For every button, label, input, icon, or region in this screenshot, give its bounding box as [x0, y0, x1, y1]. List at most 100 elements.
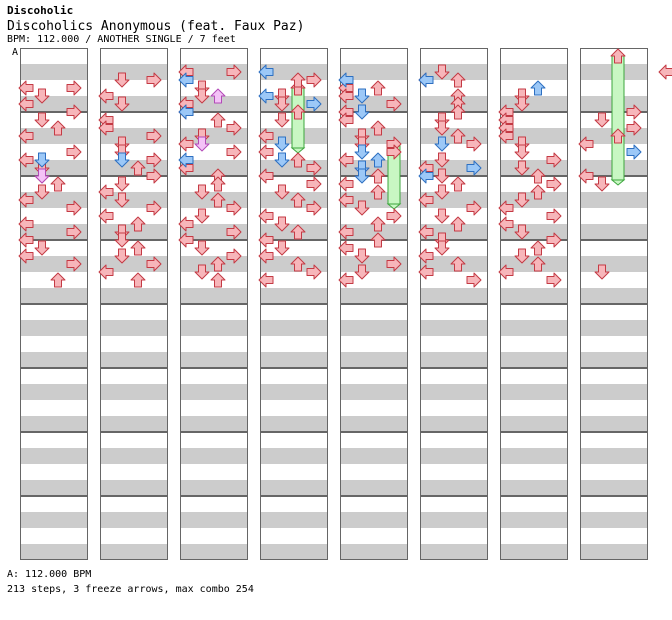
beat-stripe	[260, 480, 328, 496]
measure-border	[340, 304, 408, 368]
left-arrow-icon	[658, 64, 672, 80]
beat-stripe	[20, 416, 88, 432]
beat-stripe	[100, 448, 168, 464]
beat-stripe	[180, 384, 248, 400]
left-arrow-icon	[18, 192, 34, 208]
down-arrow-icon	[114, 232, 130, 248]
right-arrow-icon	[146, 72, 162, 88]
measure-panel	[500, 432, 568, 496]
beat-stripe	[500, 512, 568, 528]
measure-border	[100, 48, 168, 112]
left-arrow-icon	[338, 224, 354, 240]
beat-stripe	[180, 160, 248, 176]
right-arrow-icon	[66, 256, 82, 272]
beat-stripe	[100, 224, 168, 240]
up-arrow-icon	[210, 176, 226, 192]
measure-border	[180, 368, 248, 432]
right-arrow-icon	[466, 200, 482, 216]
beat-stripe	[100, 544, 168, 560]
down-arrow-icon	[274, 216, 290, 232]
right-arrow-icon	[226, 200, 242, 216]
down-arrow-icon	[274, 240, 290, 256]
beat-stripe	[20, 480, 88, 496]
beat-stripe	[100, 480, 168, 496]
right-arrow-icon	[66, 104, 82, 120]
beat-stripe	[20, 320, 88, 336]
down-arrow-icon	[274, 96, 290, 112]
down-arrow-icon	[434, 64, 450, 80]
measure-border	[180, 432, 248, 496]
beat-stripe	[100, 320, 168, 336]
measure-panel	[340, 496, 408, 560]
right-arrow-icon	[226, 64, 242, 80]
down-arrow-icon	[434, 136, 450, 152]
measure-border	[340, 368, 408, 432]
beat-stripe	[180, 96, 248, 112]
left-arrow-icon	[178, 104, 194, 120]
down-arrow-icon	[434, 168, 450, 184]
beat-stripe	[420, 352, 488, 368]
measure-border	[20, 432, 88, 496]
beat-stripe	[100, 288, 168, 304]
down-arrow-icon	[274, 112, 290, 128]
left-arrow-icon	[98, 88, 114, 104]
down-arrow-icon	[194, 88, 210, 104]
measure-border	[580, 368, 648, 432]
measure-border	[100, 112, 168, 176]
up-arrow-icon	[530, 240, 546, 256]
left-arrow-icon	[338, 72, 354, 88]
right-arrow-icon	[306, 264, 322, 280]
down-arrow-icon	[434, 208, 450, 224]
beat-stripe	[580, 544, 648, 560]
right-arrow-icon	[66, 224, 82, 240]
measure-border	[500, 368, 568, 432]
measure-border	[260, 368, 328, 432]
beat-stripe	[180, 352, 248, 368]
measure-panel	[340, 432, 408, 496]
up-arrow-icon	[370, 184, 386, 200]
right-arrow-icon	[626, 104, 642, 120]
beat-stripe	[420, 64, 488, 80]
right-arrow-icon	[66, 144, 82, 160]
measure-border	[420, 368, 488, 432]
beat-stripe	[420, 224, 488, 240]
measure-panel	[260, 432, 328, 496]
left-arrow-icon	[98, 120, 114, 136]
right-arrow-icon	[226, 224, 242, 240]
measure-panel	[420, 432, 488, 496]
measure-panel	[580, 240, 648, 304]
beat-stripe	[20, 64, 88, 80]
right-arrow-icon	[146, 256, 162, 272]
beat-stripe	[340, 320, 408, 336]
right-arrow-icon	[66, 200, 82, 216]
right-arrow-icon	[626, 144, 642, 160]
measure-panel	[500, 368, 568, 432]
measure-border	[260, 432, 328, 496]
measure-border	[500, 432, 568, 496]
beat-stripe	[420, 448, 488, 464]
down-arrow-icon	[514, 192, 530, 208]
up-arrow-icon	[210, 192, 226, 208]
up-arrow-icon	[610, 128, 626, 144]
right-arrow-icon	[226, 144, 242, 160]
right-arrow-icon	[66, 80, 82, 96]
left-arrow-icon	[18, 248, 34, 264]
beat-stripe	[20, 448, 88, 464]
measure-border	[580, 496, 648, 560]
measure-panel	[580, 368, 648, 432]
beat-stripe	[260, 544, 328, 560]
right-arrow-icon	[386, 144, 402, 160]
down-arrow-icon	[274, 184, 290, 200]
left-arrow-icon	[418, 248, 434, 264]
up-arrow-icon	[290, 192, 306, 208]
beat-stripe	[500, 384, 568, 400]
right-arrow-icon	[546, 208, 562, 224]
freeze-arrow	[610, 55, 626, 186]
left-arrow-icon	[338, 112, 354, 128]
measure-border	[20, 112, 88, 176]
beat-stripe	[580, 384, 648, 400]
down-arrow-icon	[354, 88, 370, 104]
down-arrow-icon	[34, 152, 50, 168]
beat-stripe	[20, 160, 88, 176]
beat-stripe	[580, 352, 648, 368]
